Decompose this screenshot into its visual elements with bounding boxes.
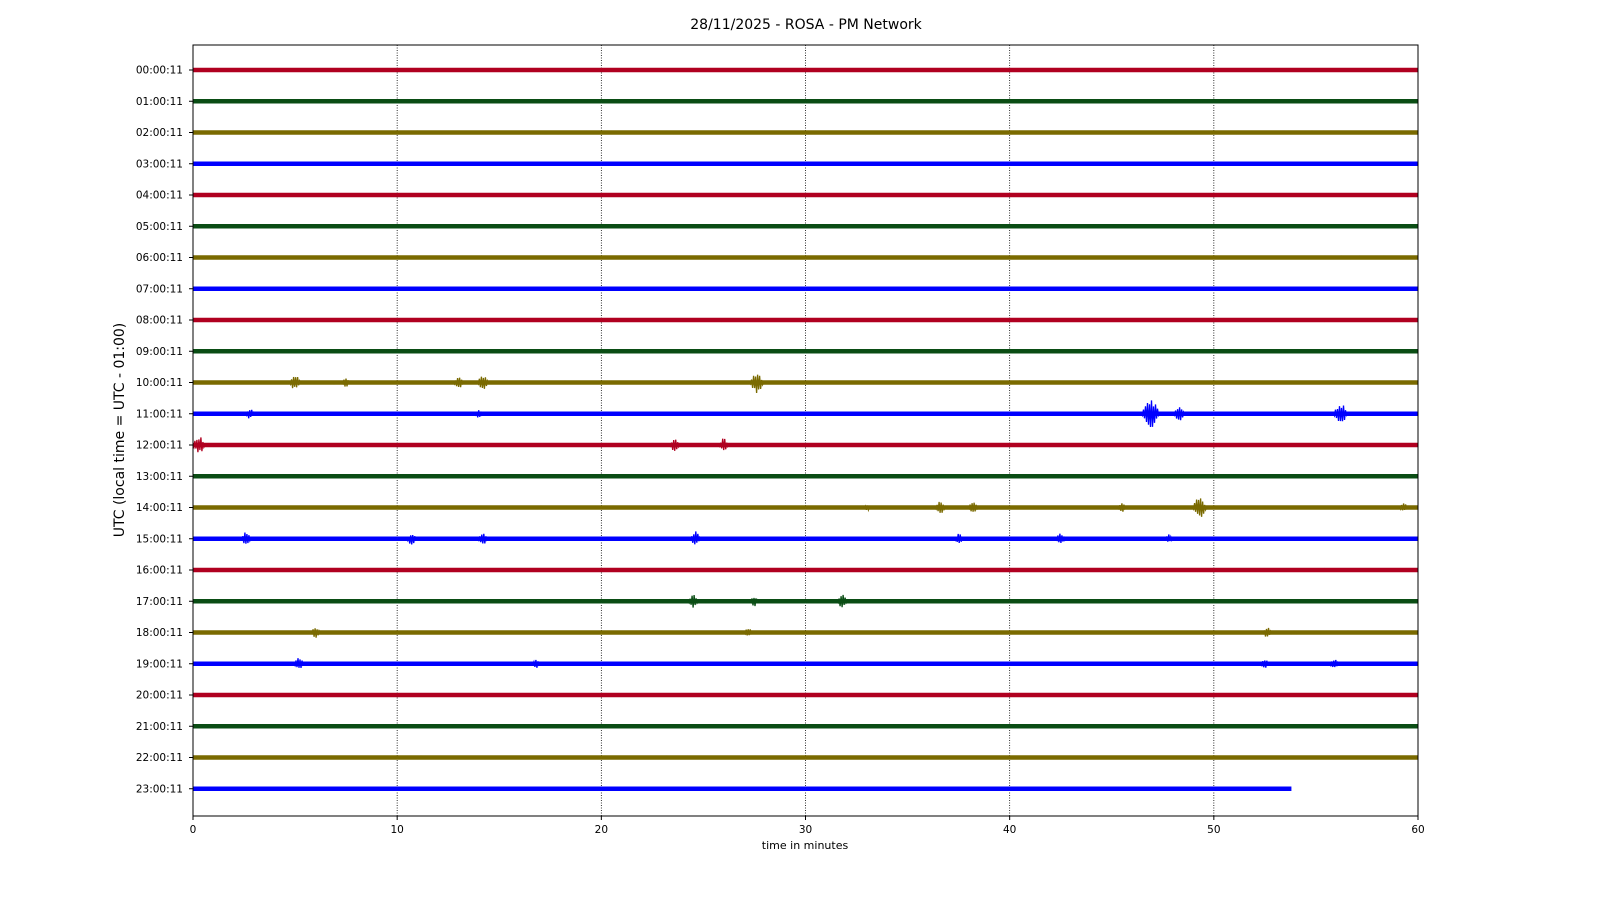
- seismic-event: [1173, 407, 1186, 421]
- y-tick-label: 04:00:11: [136, 190, 183, 202]
- y-tick-label: 16:00:11: [136, 565, 183, 577]
- seismic-event: [341, 378, 351, 387]
- seismic-event: [289, 376, 302, 389]
- trace-noise: [192, 255, 1418, 260]
- y-tick-label: 03:00:11: [136, 158, 183, 170]
- x-tick-label: 10: [390, 824, 403, 836]
- trace-noise: [192, 411, 1417, 416]
- y-tick-label: 12:00:11: [136, 440, 183, 452]
- seismic-event: [1140, 400, 1161, 428]
- seismic-event: [477, 533, 489, 544]
- trace-noise: [192, 599, 1418, 604]
- trace-noise: [192, 99, 1418, 104]
- trace-noise: [192, 474, 1418, 479]
- trace-noise: [192, 380, 1418, 385]
- trace-noise: [192, 692, 1418, 698]
- y-tick-label: 14:00:11: [136, 502, 183, 514]
- seismic-event: [476, 376, 489, 389]
- seismic-event: [967, 502, 979, 512]
- y-tick-label: 11:00:11: [136, 408, 183, 420]
- seismic-event: [406, 534, 418, 545]
- trace-noise: [192, 130, 1418, 135]
- seismic-event: [192, 437, 206, 453]
- y-tick-label: 05:00:11: [136, 221, 183, 233]
- seismic-event: [1399, 503, 1409, 511]
- seismic-event: [1332, 405, 1349, 422]
- seismic-event: [836, 594, 848, 608]
- y-tick-label: 13:00:11: [136, 471, 183, 483]
- seismic-event: [245, 409, 256, 419]
- trace-noise: [192, 317, 1418, 323]
- x-axis: 0 10 20 30 40 50 60: [190, 816, 1425, 836]
- seismic-event: [669, 439, 681, 451]
- trace-noise: [192, 161, 1418, 166]
- trace-noise: [192, 724, 1418, 729]
- seismic-event: [293, 658, 305, 669]
- trace-noise: [192, 224, 1418, 229]
- y-tick-label: 18:00:11: [136, 627, 183, 639]
- y-tick-label: 09:00:11: [136, 346, 183, 358]
- y-tick-label: 22:00:11: [136, 752, 183, 764]
- y-tick-label: 19:00:11: [136, 658, 183, 670]
- y-tick-label: 15:00:11: [136, 533, 183, 545]
- seismic-event: [687, 594, 699, 608]
- y-tick-label: 17:00:11: [136, 596, 183, 608]
- x-tick-label: 40: [1003, 824, 1016, 836]
- trace-noise: [192, 286, 1418, 291]
- seismic-event: [863, 504, 871, 513]
- seismic-event: [1192, 498, 1208, 517]
- trace-noise: [192, 67, 1418, 73]
- x-tick-label: 50: [1207, 824, 1220, 836]
- y-tick-label: 02:00:11: [136, 127, 183, 139]
- trace-noise: [192, 755, 1418, 760]
- seismic-event: [953, 533, 964, 544]
- seismic-event: [474, 410, 484, 418]
- y-tick-label: 10:00:11: [136, 377, 183, 389]
- x-tick-label: 60: [1411, 824, 1424, 836]
- trace-noise: [192, 349, 1418, 354]
- seismic-event: [1055, 533, 1067, 544]
- seismic-event: [1329, 659, 1340, 668]
- seismic-traces: [192, 67, 1418, 791]
- trace-noise: [192, 661, 1418, 666]
- y-axis-label: UTC (local time = UTC - 01:00): [112, 323, 128, 538]
- x-tick-label: 0: [190, 824, 197, 836]
- trace-noise: [192, 192, 1418, 198]
- seismic-event: [749, 374, 765, 394]
- x-tick-label: 30: [799, 824, 812, 836]
- y-tick-label: 01:00:11: [136, 96, 183, 108]
- seismic-event: [689, 531, 702, 545]
- y-tick-label: 08:00:11: [136, 315, 183, 327]
- y-tick-label: 23:00:11: [136, 783, 183, 795]
- seismic-event: [1117, 503, 1127, 512]
- trace-noise: [192, 630, 1418, 635]
- seismic-event: [453, 377, 465, 388]
- seismic-event: [749, 597, 760, 607]
- seismic-event: [1260, 660, 1270, 668]
- trace-noise: [192, 786, 1292, 791]
- seismic-event: [934, 501, 946, 513]
- trace-noise: [192, 567, 1418, 573]
- seismic-event: [1164, 534, 1174, 542]
- seismic-event: [1262, 627, 1273, 637]
- y-tick-label: 00:00:11: [136, 65, 183, 77]
- y-tick-label: 06:00:11: [136, 252, 183, 264]
- trace-noise: [192, 536, 1418, 541]
- x-tick-label: 20: [595, 824, 608, 836]
- chart-title: 28/11/2025 - ROSA - PM Network: [690, 17, 922, 33]
- grid-lines: [396, 45, 1215, 816]
- y-tick-label: 21:00:11: [136, 721, 183, 733]
- y-axis: 00:00:11 01:00:11 02:00:11 03:00:11 04:00:11…: [136, 65, 193, 795]
- seismic-event: [531, 659, 541, 668]
- seismic-event: [310, 628, 321, 638]
- y-tick-label: 07:00:11: [136, 283, 183, 295]
- y-tick-label: 20:00:11: [136, 690, 183, 702]
- seismic-event: [718, 438, 730, 451]
- trace-noise: [192, 505, 1418, 510]
- seismic-event: [743, 629, 753, 636]
- seismic-event: [240, 532, 252, 544]
- x-axis-label: time in minutes: [762, 839, 849, 852]
- trace-noise: [192, 442, 1418, 448]
